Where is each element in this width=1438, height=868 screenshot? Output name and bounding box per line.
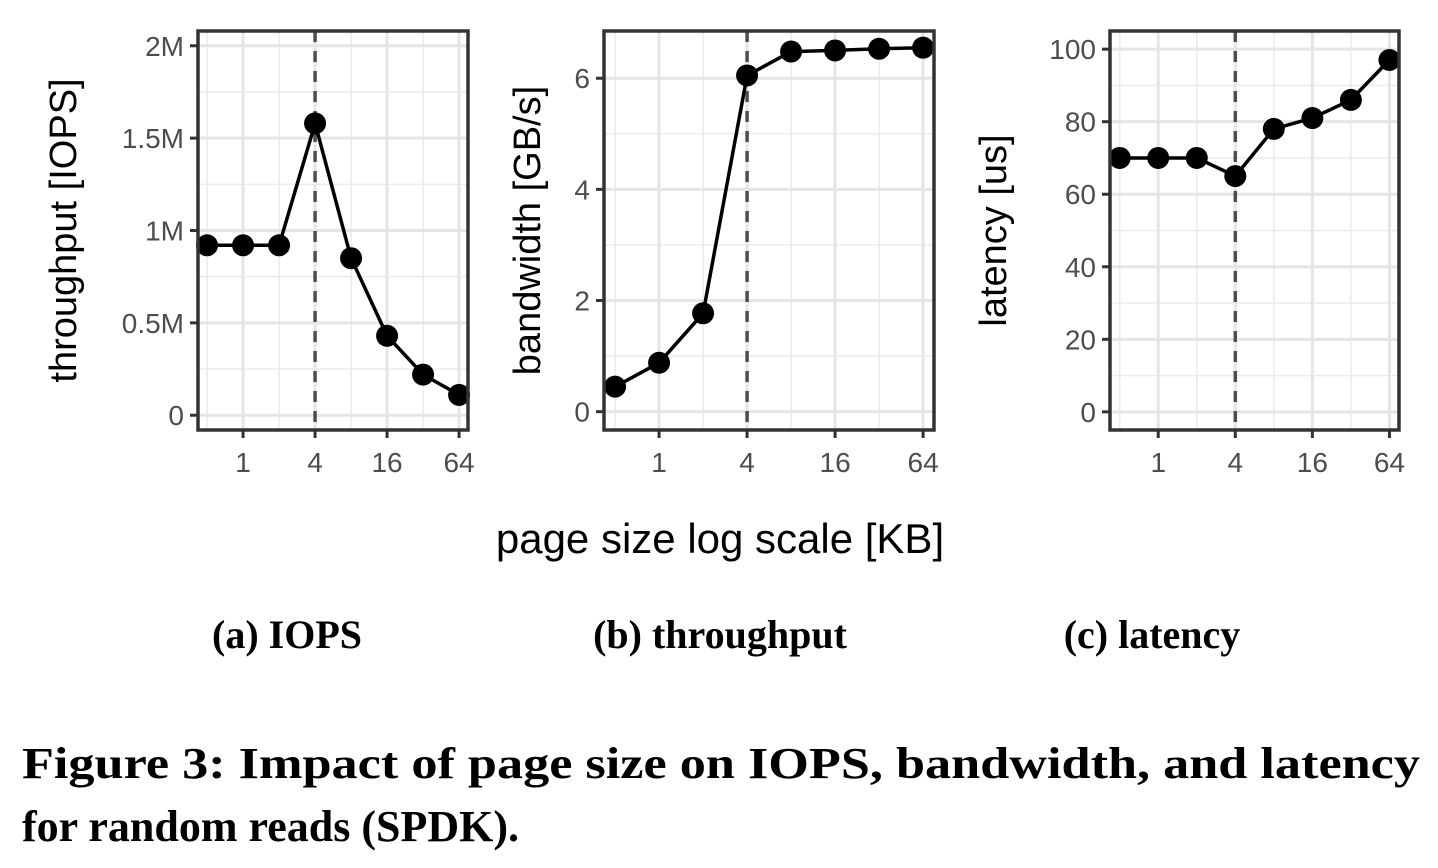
chart-panel-b: 1 4 16 64 0 2 4 6 bandwidth [GB/s] [507,29,939,478]
data-point [1185,146,1208,169]
y-tick-label: 6 [574,63,590,94]
data-point [912,36,935,59]
data-point [448,383,471,406]
y-tick-label: 2 [574,286,590,317]
x-tick-label: 16 [1297,447,1328,478]
y-axis-title-b: bandwidth [GB/s] [507,86,549,375]
x-tick-label: 4 [1228,447,1244,478]
panel-border-c [1108,29,1401,432]
x-tick-label: 1 [235,447,251,478]
x-tick-label: 64 [443,447,474,478]
y-tick-label: 80 [1065,107,1096,138]
y-tick-label: 4 [574,174,590,205]
figure-caption-line2: for random reads (SPDK). [22,802,519,851]
data-point [736,64,759,87]
x-tick-label: 64 [1374,447,1405,478]
subcaption-a: (a) IOPS [212,612,362,657]
x-tick-label: 64 [908,447,939,478]
data-point [648,351,671,374]
shared-x-axis-title: page size log scale [KB] [496,515,944,562]
data-point [868,37,891,60]
y-tick-label: 60 [1065,179,1096,210]
y-tick-label: 0.5M [122,308,184,339]
data-point [692,302,715,325]
y-tick-label: 2M [145,31,184,62]
y-tick-label: 1M [145,216,184,247]
data-point [1378,49,1401,72]
subcaption-c: (c) latency [1064,612,1241,657]
y-tick-label: 1.5M [122,123,184,154]
y-tick-label: 0 [1080,397,1096,428]
y-tick-label: 40 [1065,252,1096,283]
x-tick-label: 16 [820,447,851,478]
panel-border-b [602,29,936,432]
data-point [376,324,399,347]
data-point [304,112,327,135]
x-tick-label: 4 [739,447,755,478]
data-point [196,234,219,257]
y-tick-label: 0 [168,400,184,431]
data-point [412,363,435,386]
x-tick-label: 16 [371,447,402,478]
data-point [1147,146,1170,169]
chart-panel-c: 1 4 16 64 0 20 40 60 80 100 latency [us] [973,29,1405,478]
x-tick-label: 1 [1150,447,1166,478]
data-point [780,40,803,63]
y-tick-label: 20 [1065,324,1096,355]
chart-panel-a: 1 4 16 64 0 0.5M 1M 1.5M 2M throughput [IOPS] [43,29,475,478]
x-tick-label: 1 [651,447,667,478]
data-point [340,247,363,270]
y-tick-label: 100 [1049,34,1096,65]
data-point [1301,107,1324,130]
subcaption-b: (b) throughput [593,612,847,657]
data-point [1339,88,1362,111]
data-point [824,39,847,62]
y-axis-title-a: throughput [IOPS] [43,78,85,382]
data-point [1224,165,1247,188]
data-point [1262,117,1285,140]
data-point [1108,146,1131,169]
x-tick-label: 4 [307,447,323,478]
data-point [604,375,627,398]
figure-caption-line1: Figure 3: Impact of page size on IOPS, b… [22,739,1420,788]
data-point [232,234,255,257]
y-tick-label: 0 [574,397,590,428]
data-point [268,234,291,257]
y-axis-title-c: latency [us] [973,134,1015,326]
